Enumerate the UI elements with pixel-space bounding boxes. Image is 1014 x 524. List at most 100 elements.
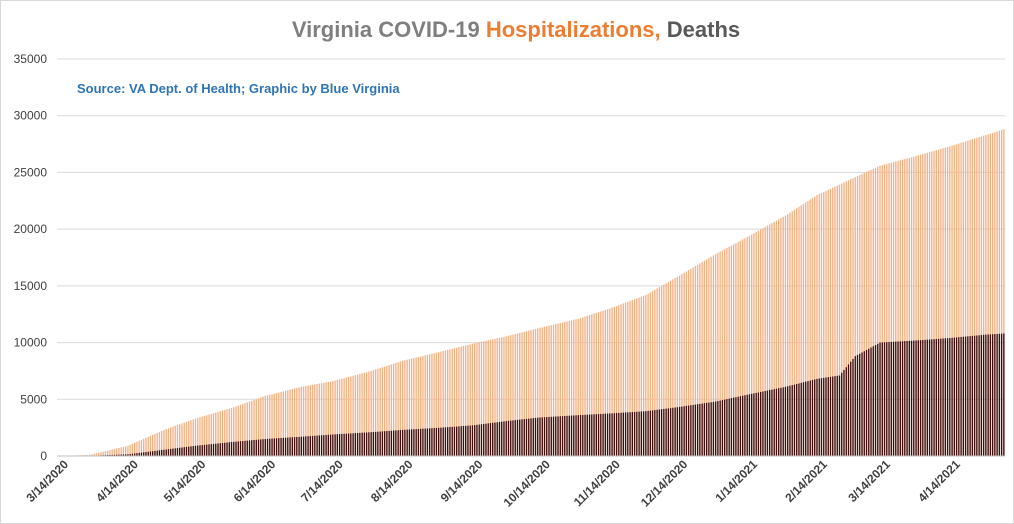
hospitalizations-bar — [127, 445, 129, 456]
hospitalizations-bar — [516, 333, 519, 456]
deaths-bar — [672, 407, 674, 456]
deaths-bar — [780, 387, 782, 456]
hospitalizations-bar — [548, 325, 550, 456]
deaths-bar — [431, 428, 433, 456]
deaths-bar — [789, 385, 791, 456]
deaths-bar — [305, 436, 307, 456]
deaths-bar — [525, 418, 528, 456]
hospitalizations-bar — [667, 281, 670, 456]
deaths-bar — [147, 451, 149, 456]
deaths-bar — [784, 386, 787, 456]
hospitalizations-bar — [95, 453, 98, 456]
deaths-bar — [278, 438, 280, 456]
hospitalizations-bar — [215, 412, 217, 456]
hospitalizations-bar — [978, 137, 980, 456]
hospitalizations-bar — [973, 138, 976, 457]
deaths-bar — [890, 341, 892, 456]
deaths-bar — [973, 335, 976, 456]
deaths-bar — [354, 433, 357, 456]
hospitalizations-bar — [654, 289, 656, 456]
x-tick-label: 12/14/2020 — [638, 457, 691, 510]
hospitalizations-bar — [291, 389, 293, 456]
hospitalizations-bar — [836, 185, 838, 456]
hospitalizations-bar — [345, 377, 348, 456]
deaths-bar — [228, 442, 230, 456]
x-axis-ticks: 3/14/2020 4/14/2020 5/14/2020 6/14/2020 7/14… — [23, 457, 963, 510]
hospitalizations-bar — [278, 392, 280, 456]
hospitalizations-bar — [197, 417, 199, 456]
deaths-bar — [611, 413, 613, 456]
hospitalizations-bar — [235, 406, 237, 456]
deaths-bar — [595, 414, 597, 456]
deaths-bar — [208, 444, 210, 456]
hospitalizations-bar — [329, 381, 332, 456]
hospitalizations-bar — [487, 340, 489, 456]
deaths-bar — [964, 336, 967, 456]
deaths-bar — [113, 454, 116, 456]
hospitalizations-bar — [100, 452, 102, 456]
deaths-bar — [183, 447, 185, 456]
hospitalizations-bar — [737, 241, 739, 456]
hospitalizations-bar — [908, 157, 910, 456]
x-tick-label: 8/14/2020 — [368, 457, 416, 505]
deaths-bar — [453, 426, 456, 456]
hospitalizations-bar — [582, 317, 584, 456]
deaths-bar — [723, 399, 726, 456]
hospitalizations-bar — [660, 285, 663, 456]
hospitalizations-bar — [260, 397, 262, 456]
hospitalizations-bar — [496, 338, 498, 456]
hospitalizations-bar — [514, 334, 516, 456]
deaths-bar — [192, 446, 194, 456]
deaths-bar — [273, 438, 275, 456]
hospitalizations-bar — [798, 206, 800, 456]
deaths-bar — [881, 342, 883, 456]
deaths-bar — [271, 438, 273, 456]
hospitalizations-bar — [787, 214, 789, 456]
deaths-bar — [298, 436, 300, 456]
hospitalizations-bar — [537, 328, 539, 456]
hospitalizations-bar — [221, 410, 224, 456]
deaths-bar — [832, 376, 834, 456]
deaths-bar — [728, 398, 730, 456]
deaths-bar — [383, 431, 386, 456]
deaths-bar — [469, 425, 471, 456]
deaths-bar — [710, 402, 712, 456]
deaths-bar — [478, 424, 480, 456]
chart-source: Source: VA Dept. of Health; Graphic by B… — [77, 81, 400, 96]
deaths-bar — [406, 429, 408, 456]
deaths-bar — [640, 411, 643, 456]
hospitalizations-bar — [811, 198, 814, 456]
deaths-bar — [823, 377, 825, 456]
deaths-bar — [395, 430, 397, 456]
hospitalizations-bar — [847, 180, 850, 456]
deaths-bar — [564, 415, 566, 456]
hospitalizations-bar — [699, 263, 701, 456]
hospitalizations-bar — [744, 238, 746, 456]
hospitalizations-bar — [546, 326, 548, 456]
deaths-bar — [685, 405, 688, 456]
hospitalizations-bar — [845, 181, 847, 457]
chart-title: Virginia COVID-19 Hospitalizations, Deat… — [292, 17, 740, 42]
deaths-bar — [356, 432, 359, 456]
hospitalizations-bar — [185, 421, 188, 456]
deaths-bar — [874, 345, 877, 456]
hospitalizations-bar — [163, 429, 165, 456]
deaths-bar — [419, 428, 422, 456]
deaths-bar — [985, 334, 987, 456]
hospitalizations-bar — [600, 311, 602, 456]
hospitalizations-bar — [622, 303, 624, 456]
deaths-bar — [597, 414, 600, 456]
hospitalizations-bar — [152, 434, 154, 456]
deaths-bar — [203, 444, 206, 456]
hospitalizations-bar — [219, 411, 221, 456]
hospitalizations-bar — [818, 194, 820, 456]
hospitalizations-bar — [156, 432, 158, 456]
hospitalizations-bar — [989, 133, 992, 456]
hospitalizations-bar — [483, 341, 485, 456]
deaths-bar — [816, 378, 818, 456]
deaths-bar — [746, 394, 748, 456]
deaths-bar — [476, 424, 478, 456]
deaths-bar — [521, 419, 523, 456]
hospitalizations-bar — [766, 225, 769, 456]
hospitalizations-bar — [886, 163, 888, 456]
